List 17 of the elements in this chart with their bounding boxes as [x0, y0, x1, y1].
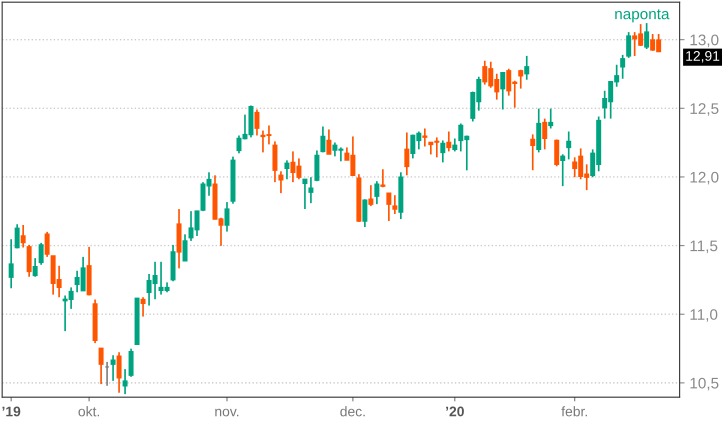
y-tick-label: 11,0 — [690, 309, 718, 322]
y-tick-label: 12,5 — [690, 103, 718, 116]
x-tick-label: ’19 — [2, 406, 20, 416]
candlestick — [134, 298, 140, 345]
candlestick — [422, 128, 428, 148]
candlestick — [380, 168, 386, 188]
x-tick-label: okt. — [78, 406, 100, 416]
x-tick-label: febr. — [561, 406, 587, 416]
y-tick-label: 11,5 — [690, 240, 718, 254]
y-tick-label: 10,5 — [690, 378, 718, 390]
x-tick-label: dec. — [340, 406, 365, 416]
x-tick-label: nov. — [215, 408, 238, 416]
y-tick-label: 13,0 — [690, 34, 718, 48]
y-tick-label: 12,0 — [690, 172, 718, 184]
annotation: naponta — [615, 9, 670, 22]
x-tick-label: ’20 — [446, 406, 464, 416]
text: 12,91 — [686, 51, 720, 63]
